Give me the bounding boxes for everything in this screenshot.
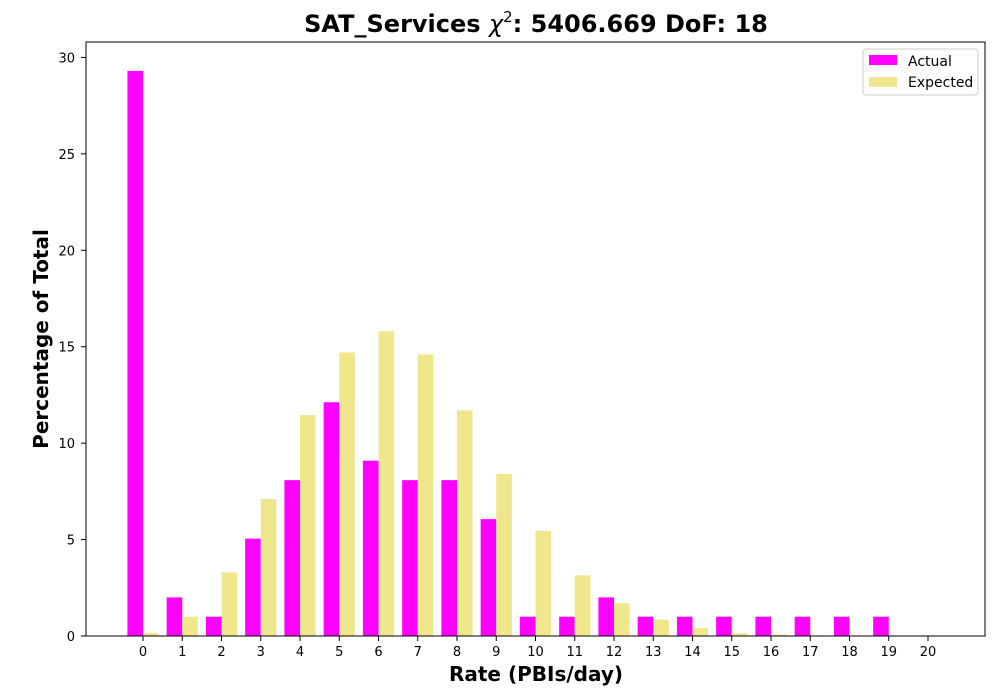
bars-layer [127, 70, 889, 636]
x-tick-label: 18 [841, 645, 858, 660]
x-axis-ticks: 0 1 2 3 4 5 6 7 8 9 10 11 12 13 14 15 16 17 18 19 20 [139, 636, 936, 660]
x-tick-label: 11 [566, 645, 583, 660]
bar-expected-2 [221, 572, 238, 636]
bar-expected-11 [574, 575, 591, 636]
bar-actual-15 [716, 616, 732, 636]
bar-expected-15 [731, 633, 748, 636]
bar-expected-10 [535, 530, 552, 636]
y-tick-label: 25 [58, 148, 75, 163]
chart-title: SAT_Services χ2: 5406.669 DoF: 18 [304, 8, 768, 38]
legend-label-actual: Actual [908, 54, 952, 70]
x-tick-label: 19 [880, 645, 897, 660]
bar-expected-7 [417, 354, 434, 636]
bar-expected-13 [653, 619, 669, 636]
bar-actual-16 [755, 616, 771, 636]
legend-swatch-actual [869, 55, 897, 65]
y-tick-label: 20 [58, 244, 75, 259]
x-axis-label: Rate (PBIs/day) [449, 662, 623, 686]
bar-actual-3 [245, 538, 261, 636]
x-tick-label: 9 [492, 645, 500, 660]
x-tick-label: 0 [139, 645, 147, 660]
x-tick-label: 17 [802, 645, 819, 660]
bar-actual-4 [284, 480, 300, 636]
legend-swatch-expected [869, 77, 897, 87]
x-tick-label: 12 [606, 645, 623, 660]
bar-actual-11 [559, 616, 575, 636]
bar-actual-5 [323, 402, 340, 636]
legend-label-expected: Expected [908, 75, 973, 91]
bar-expected-9 [496, 474, 512, 636]
bar-actual-2 [205, 616, 222, 636]
x-tick-label: 5 [335, 645, 343, 660]
legend: Actual Expected [862, 48, 979, 96]
x-tick-label: 1 [178, 645, 186, 660]
bar-expected-0 [143, 633, 159, 636]
x-tick-label: 3 [257, 645, 265, 660]
x-tick-label: 14 [684, 645, 701, 660]
x-tick-label: 7 [414, 645, 422, 660]
bar-actual-9 [480, 519, 497, 636]
x-tick-label: 15 [723, 645, 740, 660]
x-tick-label: 13 [645, 645, 662, 660]
bar-expected-4 [300, 415, 316, 636]
x-tick-label: 16 [763, 645, 780, 660]
bar-actual-13 [637, 616, 654, 636]
bar-actual-19 [873, 616, 889, 636]
bar-expected-1 [182, 616, 198, 636]
x-tick-label: 2 [217, 645, 225, 660]
bar-expected-6 [378, 331, 395, 636]
bar-actual-7 [402, 480, 418, 636]
bar-actual-14 [676, 616, 693, 636]
x-tick-label: 6 [374, 645, 382, 660]
bar-expected-14 [692, 628, 709, 636]
bar-actual-0 [127, 70, 143, 636]
bar-actual-17 [794, 616, 811, 636]
bar-expected-8 [457, 410, 473, 636]
y-axis-ticks: 0 5 10 15 20 25 30 [58, 51, 86, 645]
x-tick-label: 10 [527, 645, 544, 660]
y-axis-label: Percentage of Total [29, 229, 53, 449]
y-tick-label: 10 [58, 437, 75, 452]
y-tick-label: 5 [67, 534, 75, 549]
bar-expected-3 [260, 499, 277, 636]
x-tick-label: 8 [453, 645, 461, 660]
x-tick-label: 20 [920, 645, 937, 660]
y-tick-label: 30 [58, 51, 75, 66]
bar-actual-12 [598, 597, 614, 636]
bar-expected-12 [614, 603, 630, 636]
bar-expected-16 [771, 634, 787, 636]
x-tick-label: 4 [296, 645, 304, 660]
y-tick-label: 15 [58, 341, 75, 356]
y-tick-label: 0 [67, 630, 75, 645]
bar-actual-1 [166, 597, 183, 636]
bar-actual-6 [362, 460, 379, 636]
bar-actual-8 [441, 480, 457, 636]
bar-expected-5 [339, 352, 355, 636]
bar-actual-18 [833, 616, 850, 636]
bar-actual-10 [519, 616, 536, 636]
